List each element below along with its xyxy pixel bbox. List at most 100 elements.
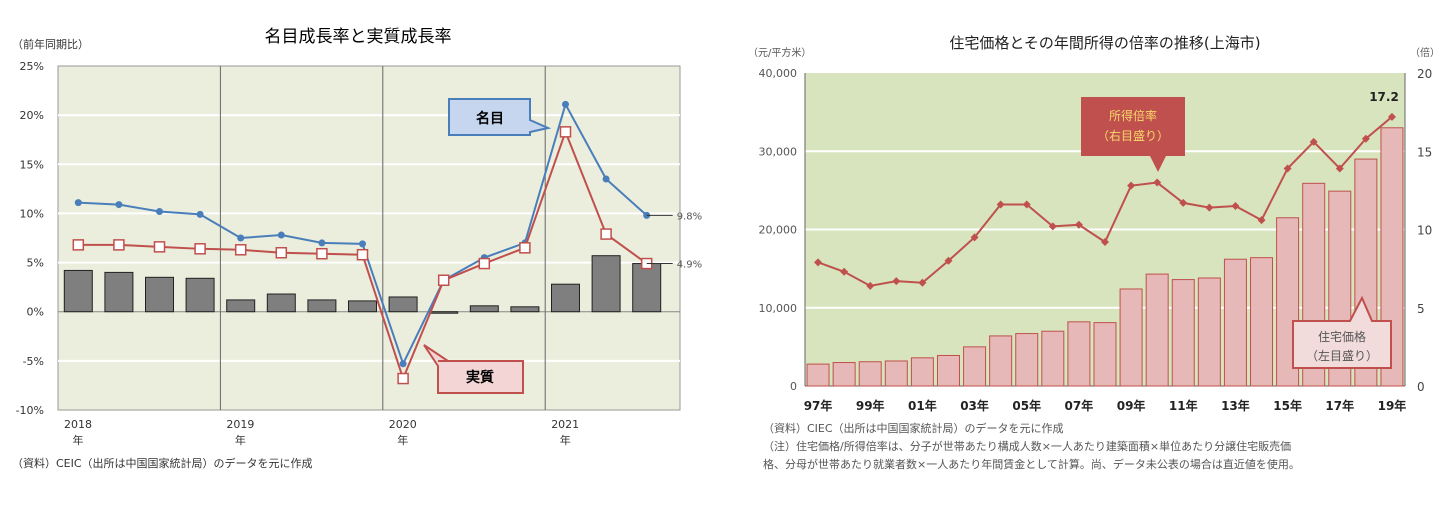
income-ratio-point <box>918 278 927 287</box>
footnote-line2: 格、分母が世帯あたり就業者数×一人あたり年間賃金として計算。尚、データ未公表の場… <box>763 457 1300 471</box>
housing-price-bar <box>1276 217 1300 387</box>
nominal-callout-label: 名目 <box>476 110 504 127</box>
x-tick-label: 2020 <box>389 418 417 431</box>
income-ratio-line <box>817 116 1393 287</box>
housing-price-bar <box>1380 127 1404 387</box>
x-tick-label: 11年 <box>1169 398 1198 413</box>
right-y-tick-label: 10 <box>1417 224 1432 238</box>
income-ratio-point <box>1335 164 1344 173</box>
deflator-bar <box>266 293 296 313</box>
housing-price-bar <box>910 357 934 387</box>
real-point <box>153 241 166 253</box>
income-ratio-point <box>1361 134 1370 143</box>
housing-price-bar <box>832 362 856 387</box>
right-y-tick-label: 0 <box>1417 380 1425 394</box>
income-ratio-point <box>1387 112 1396 121</box>
x-tick-label-unit: 年 <box>397 433 408 447</box>
y-tick-label: 15% <box>20 158 44 171</box>
housing-price-bar <box>858 361 882 387</box>
income-ratio-point <box>1179 198 1188 207</box>
income-ratio-point <box>944 256 953 265</box>
income-ratio-point <box>1048 222 1057 231</box>
income-ratio-point <box>1153 178 1162 187</box>
x-tick-label: 2018 <box>64 418 92 431</box>
nominal-real-growth-chart: 名目成長率と実質成長率 （前年同期比） -10% -5% 0% 5% 10% 15% 20% 25… <box>12 27 702 470</box>
x-tick-label-unit: 年 <box>235 433 246 447</box>
nominal-point <box>602 175 610 183</box>
price-callout-line1: 住宅価格 <box>1318 329 1366 344</box>
deflator-bar <box>469 305 499 313</box>
last-value-label: 17.2 <box>1369 90 1399 104</box>
deflator-bar <box>551 283 580 313</box>
price-callout-line2: （左目盛り） <box>1306 348 1378 363</box>
y-tick-label: 5% <box>27 257 44 270</box>
y-tick-label: -5% <box>23 355 44 368</box>
deflator-bar <box>429 311 459 314</box>
income-ratio-point <box>1309 137 1318 146</box>
deflator-bar <box>185 277 215 313</box>
housing-price-bar <box>1354 158 1378 387</box>
real-point <box>356 248 369 261</box>
housing-price-bar <box>1197 277 1221 387</box>
deflator-bar <box>63 269 93 313</box>
housing-price-bar <box>1250 257 1274 387</box>
real-point <box>194 243 206 255</box>
right-y-tick-label: 5 <box>1417 302 1425 316</box>
real-callout-label: 実質 <box>466 369 494 386</box>
housing-price-bar <box>884 360 908 387</box>
deflator-bar <box>348 300 377 313</box>
income-ratio-point <box>1231 202 1240 211</box>
real-point <box>316 247 328 260</box>
nominal-point <box>277 231 285 239</box>
x-tick-label: 05年 <box>1012 398 1041 413</box>
real-point <box>397 372 409 385</box>
real-point <box>275 246 288 259</box>
housing-price-bar <box>963 346 987 387</box>
x-tick-label: 2021 <box>551 418 579 431</box>
real-callout <box>423 344 524 394</box>
left-y-tick-label: 30,000 <box>759 145 798 158</box>
x-tick-label: 97年 <box>804 398 833 413</box>
left-y-tick-label: 40,000 <box>759 67 798 80</box>
real-point <box>437 274 450 287</box>
income-ratio-point <box>996 200 1005 209</box>
source-note: （資料）CIEC（出所は中国国家統計局）のデータを元に作成 <box>763 421 1064 435</box>
income-ratio-point <box>1205 203 1214 212</box>
deflator-bar <box>145 276 174 313</box>
x-tick-label: 03年 <box>960 398 989 413</box>
real-point <box>600 228 612 240</box>
x-tick-label: 2019 <box>226 418 254 431</box>
deflator-bar <box>307 299 337 313</box>
deflator-bar <box>510 306 540 313</box>
real-point <box>478 257 491 270</box>
housing-price-bar <box>806 363 830 387</box>
x-tick-label: 13年 <box>1221 398 1250 413</box>
income-ratio-point <box>1257 216 1266 225</box>
x-tick-label: 17年 <box>1325 398 1354 413</box>
x-tick-label: 07年 <box>1065 398 1094 413</box>
left-y-tick-label: 20,000 <box>759 224 798 237</box>
plot-area <box>57 65 681 411</box>
real-point <box>113 239 125 251</box>
housing-price-bar <box>1302 182 1326 387</box>
income-ratio-point <box>840 267 849 276</box>
income-ratio-point <box>970 233 979 242</box>
deflator-bar <box>591 255 621 313</box>
y-tick-label: 0% <box>27 306 44 319</box>
housing-price-bar <box>1328 190 1352 387</box>
deflator-bar <box>388 296 418 313</box>
nominal-point <box>115 201 123 209</box>
plot-area <box>805 73 1405 386</box>
income-ratio-point <box>1283 164 1292 173</box>
income-ratio-point <box>814 258 823 267</box>
nominal-point <box>196 210 204 218</box>
x-tick-label: 09年 <box>1117 398 1146 413</box>
housing-price-bar <box>1119 288 1143 387</box>
deflator-bar <box>226 299 256 313</box>
housing-price-bar <box>1015 333 1039 387</box>
annotation-nominal-last: 9.8% <box>677 211 702 222</box>
deflator-bar <box>104 271 134 313</box>
x-tick-label: 15年 <box>1273 398 1302 413</box>
source-note: （資料）CEIC（出所は中国国家統計局）のデータを元に作成 <box>12 456 313 470</box>
income-ratio-point <box>1101 238 1109 247</box>
